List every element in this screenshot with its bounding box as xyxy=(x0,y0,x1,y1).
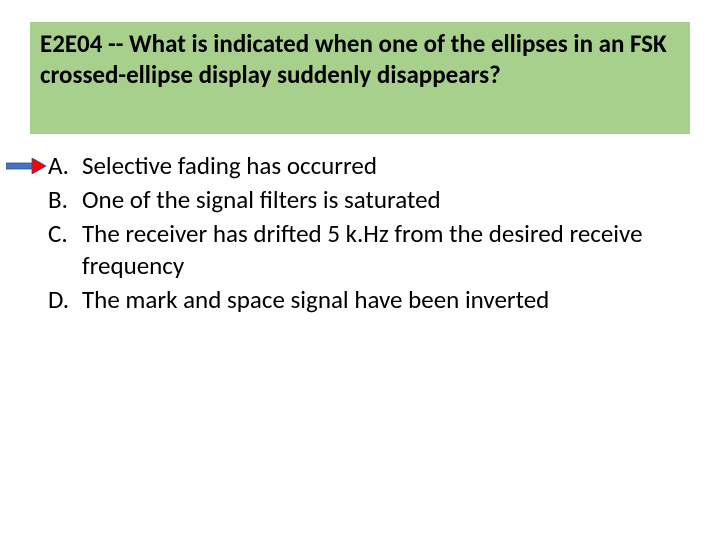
answer-row: A.Selective fading has occurred xyxy=(48,150,668,182)
answer-row: C.The receiver has drifted 5 k.Hz from t… xyxy=(48,218,668,282)
answer-list: A.Selective fading has occurredB.One of … xyxy=(48,150,668,318)
answer-letter: A. xyxy=(48,150,82,181)
question-text: E2E04 -- What is indicated when one of t… xyxy=(40,28,680,91)
answer-text: Selective fading has occurred xyxy=(82,150,668,182)
correct-answer-arrow-icon xyxy=(6,158,46,174)
answer-letter: C. xyxy=(48,218,82,249)
answer-text: The receiver has drifted 5 k.Hz from the… xyxy=(82,218,668,282)
answer-text: One of the signal filters is saturated xyxy=(82,184,668,216)
answer-letter: D. xyxy=(48,284,82,315)
answer-text: The mark and space signal have been inve… xyxy=(82,284,668,316)
slide: E2E04 -- What is indicated when one of t… xyxy=(0,0,720,540)
answer-row: B.One of the signal filters is saturated xyxy=(48,184,668,216)
answer-row: D.The mark and space signal have been in… xyxy=(48,284,668,316)
question-box: E2E04 -- What is indicated when one of t… xyxy=(30,22,690,134)
answer-letter: B. xyxy=(48,184,82,215)
